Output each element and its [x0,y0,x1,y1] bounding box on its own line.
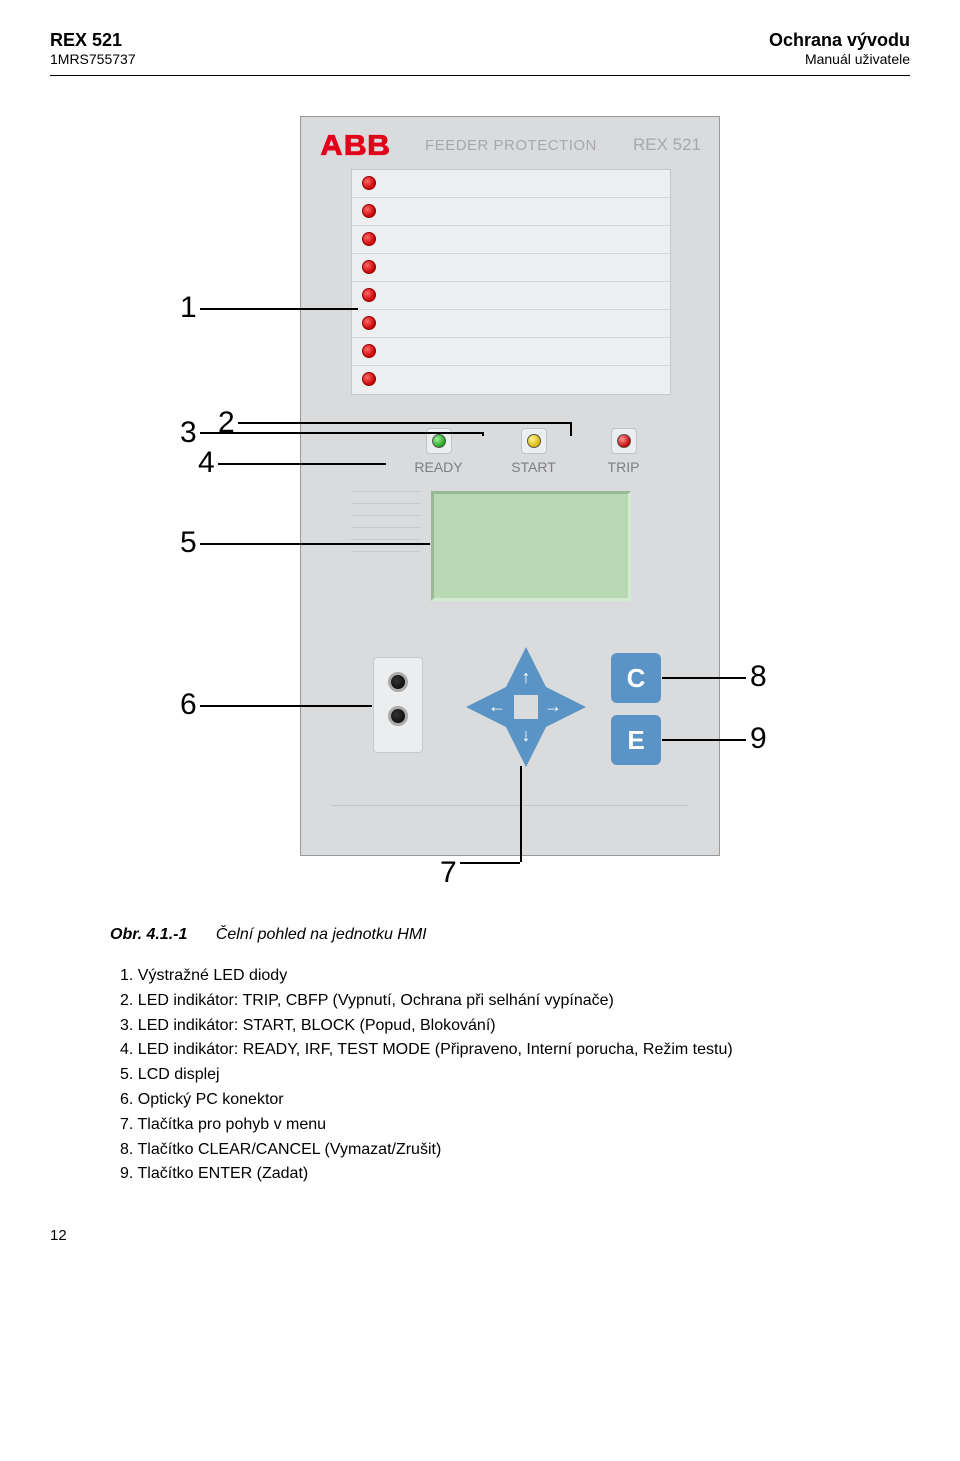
ready-label: READY [391,459,486,475]
alarm-led-icon [362,288,376,302]
page-number: 12 [50,1227,910,1244]
callout-line [218,463,386,465]
arrow-left-button[interactable]: ← [466,683,514,731]
legend-item: Tlačítko CLEAR/CANCEL (Vymazat/Zrušit) [120,1138,910,1163]
callout-line [238,422,570,424]
header-right: Ochrana vývodu Manuál uživatele [769,30,910,67]
arrow-keypad: ↑ ↓ ← → [466,647,586,767]
header-right-bold: Ochrana vývodu [769,30,910,51]
led-row [352,338,670,366]
led-row [352,226,670,254]
ce-button-column: C E [611,653,665,777]
callout-line [662,677,746,679]
legend-item: Výstražné LED diody [120,964,910,989]
alarm-led-icon [362,344,376,358]
callout-1: 1 [180,291,197,325]
callout-7: 7 [440,856,457,890]
callout-line [200,432,482,434]
alarm-led-icon [362,232,376,246]
status-led-row: READY START TRIP [351,431,671,475]
optical-port-icon [388,706,408,726]
lcd-display [431,491,631,601]
figure-caption: Obr. 4.1.-1 Čelní pohled na jednotku HMI [110,926,910,944]
feeder-protection-label: FEEDER PROTECTION [425,137,597,154]
ready-led-icon [432,434,446,448]
device-bottom-divider [331,805,689,806]
status-trip: TRIP [576,431,671,475]
alarm-led-icon [362,316,376,330]
callout-6: 6 [180,688,197,722]
legend-list: Výstražné LED diody LED indikátor: TRIP,… [120,964,910,1187]
legend-item: Tlačítka pro pohyb v menu [120,1113,910,1138]
trip-led-icon [617,434,631,448]
status-ready: READY [391,431,486,475]
arrow-up-icon: ↑ [522,667,531,688]
led-row [352,282,670,310]
alarm-led-icon [362,176,376,190]
device-panel: FEEDER PROTECTION REX 521 READY START [300,116,720,856]
led-row [352,254,670,282]
arrow-left-icon: ← [488,696,506,717]
callout-2: 2 [218,406,235,440]
legend-item: Tlačítko ENTER (Zadat) [120,1162,910,1187]
callout-line [200,308,358,310]
header-rule [50,75,910,76]
device-model-label: REX 521 [633,135,701,155]
lcd-side-lines [351,491,421,563]
start-led-icon [527,434,541,448]
callout-8: 8 [750,660,767,694]
figure-caption-text: Čelní pohled na jednotku HMI [216,926,427,943]
callout-9: 9 [750,722,767,756]
legend-item: Optický PC konektor [120,1088,910,1113]
optical-pc-connector [373,657,423,753]
legend-item: LCD displej [120,1063,910,1088]
callout-line [662,739,746,741]
trip-label: TRIP [576,459,671,475]
header-left-bold: REX 521 [50,30,136,51]
led-row [352,310,670,338]
callout-line [570,422,572,436]
alarm-led-icon [362,260,376,274]
arrow-right-button[interactable]: → [538,683,586,731]
arrow-down-icon: ↓ [522,725,531,746]
alarm-led-icon [362,204,376,218]
abb-logo-icon [319,131,389,159]
status-start: START [486,431,581,475]
arrow-right-icon: → [544,696,562,717]
callout-line [200,705,372,707]
alarm-led-icon [362,372,376,386]
led-row [352,198,670,226]
callout-line [460,862,520,864]
callout-5: 5 [180,526,197,560]
start-led-frame [521,428,547,454]
page-header: REX 521 1MRS755737 Ochrana vývodu Manuál… [50,30,910,67]
callout-line [482,432,484,436]
callout-3: 3 [180,416,197,450]
led-panel [351,169,671,395]
callout-line [520,766,522,862]
header-left-small: 1MRS755737 [50,51,136,67]
callout-4: 4 [198,446,215,480]
legend-item: LED indikátor: TRIP, CBFP (Vypnutí, Ochr… [120,989,910,1014]
callout-line [200,543,430,545]
figure-number: Obr. 4.1.-1 [110,926,187,943]
led-row [352,366,670,394]
device-top-row: FEEDER PROTECTION REX 521 [319,131,701,159]
enter-button[interactable]: E [611,715,661,765]
legend-item: LED indikátor: READY, IRF, TEST MODE (Př… [120,1038,910,1063]
start-label: START [486,459,581,475]
trip-led-frame [611,428,637,454]
header-right-small: Manuál uživatele [769,51,910,67]
figure: FEEDER PROTECTION REX 521 READY START [160,116,800,896]
legend-item: LED indikátor: START, BLOCK (Popud, Blok… [120,1014,910,1039]
led-row [352,170,670,198]
optical-port-icon [388,672,408,692]
clear-cancel-button[interactable]: C [611,653,661,703]
header-left: REX 521 1MRS755737 [50,30,136,67]
